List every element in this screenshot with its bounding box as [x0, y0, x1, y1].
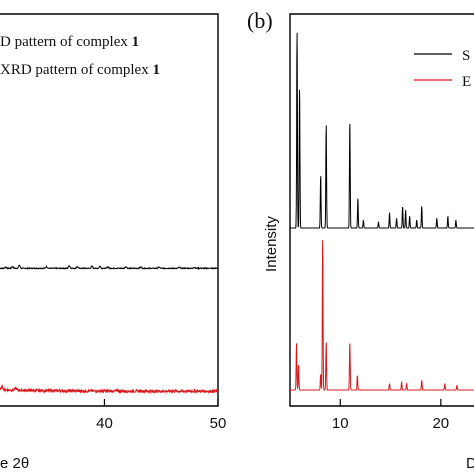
- panel-b-ylabel: Intensity: [263, 216, 280, 272]
- panel-a-xlabel: e 2θ: [0, 455, 29, 472]
- panel-a-series-1-line: [0, 384, 219, 395]
- panel-a-legend: D pattern of complex 1 XRD pattern of co…: [0, 34, 160, 78]
- panel-b-series-0-line: [290, 32, 474, 229]
- panel-b-series-1-line: [290, 240, 474, 391]
- panel-b-legend-entry-1: E: [462, 74, 471, 90]
- panel-b-xlabel: D: [466, 455, 474, 472]
- panel-b-tag: (b): [247, 8, 273, 33]
- panel-a: 40 50 e 2θ D pattern of complex 1 XRD pat…: [0, 13, 227, 472]
- panel-b-xtick-label-0: 10: [332, 415, 349, 432]
- panel-b: (b) 10 20 Intensity D S E: [247, 8, 474, 472]
- panel-a-xtick-label-1: 50: [210, 415, 227, 432]
- panel-a-legend-entry-0: D pattern of complex 1: [0, 34, 139, 50]
- panel-b-legend: S E: [414, 48, 471, 90]
- panel-b-frame: [289, 13, 474, 407]
- panel-a-xtick-label-0: 40: [96, 415, 113, 432]
- panel-b-xtick-label-1: 20: [432, 415, 449, 432]
- panel-b-legend-entry-0: S: [462, 48, 470, 64]
- panel-a-frame: [0, 13, 219, 407]
- panel-a-legend-entry-1: XRD pattern of complex 1: [0, 62, 160, 78]
- panel-a-series-0-line: [0, 264, 219, 271]
